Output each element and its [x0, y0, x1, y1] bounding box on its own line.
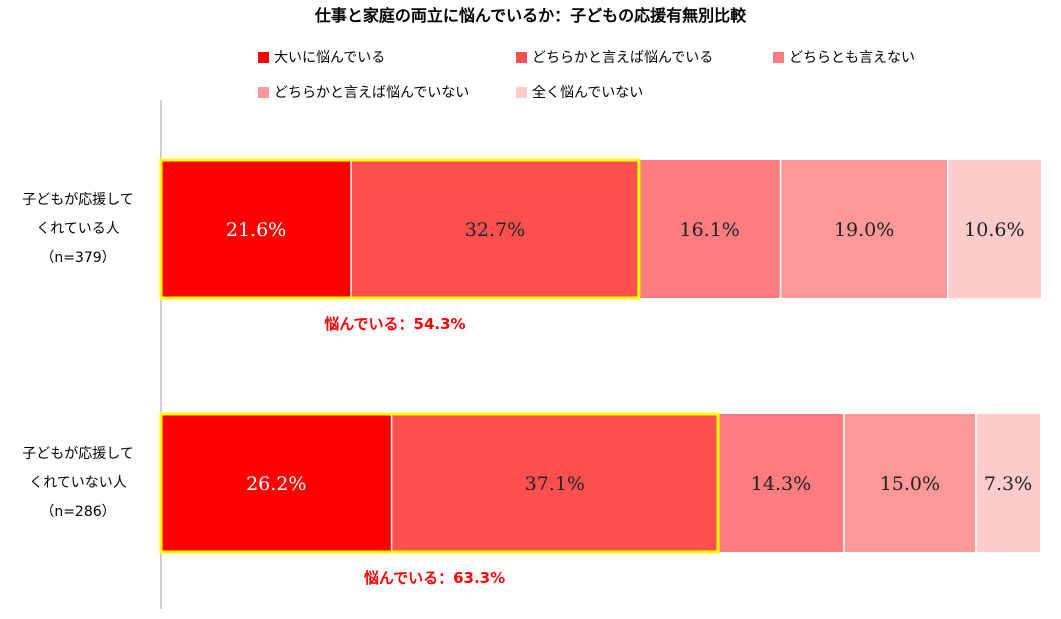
data-label: 14.3%: [751, 473, 811, 495]
data-label: 19.0%: [834, 219, 894, 241]
bar-segment: [161, 414, 392, 552]
bar-segment: [391, 414, 719, 552]
data-label: 37.1%: [525, 473, 585, 495]
legend-swatch: [516, 87, 527, 98]
legend-item: どちらかと言えば悩んでいない: [258, 82, 469, 102]
data-label: 10.6%: [964, 219, 1024, 241]
legend-item: 大いに悩んでいる: [258, 47, 385, 67]
highlight-box: [159, 158, 641, 300]
bar-segment: [718, 414, 844, 552]
category-label: 子どもが応援して: [22, 192, 134, 208]
category-label: （n=379）: [40, 250, 115, 266]
legend-swatch: [773, 52, 784, 63]
legend-item: 全く悩んでいない: [516, 82, 643, 102]
bar-segment: [947, 160, 1041, 298]
chart-title: 仕事と家庭の両立に悩んでいるか：子どもの応援有無別比較: [314, 6, 747, 25]
bar-segment: [351, 160, 639, 298]
legend-item: どちらとも言えない: [773, 47, 915, 67]
data-label: 7.3%: [984, 473, 1032, 495]
bar-segment: [638, 160, 781, 298]
legend-label: どちらかと言えば悩んでいない: [274, 85, 470, 101]
legend-label: どちらとも言えない: [789, 50, 915, 66]
category-label: （n=286）: [40, 504, 115, 520]
legend-label: どちらかと言えば悩んでいる: [532, 50, 714, 66]
legend-swatch: [258, 52, 269, 63]
category-label: くれている人: [36, 221, 120, 237]
bar-segment: [780, 160, 948, 298]
data-label: 26.2%: [246, 473, 306, 495]
data-label: 15.0%: [880, 473, 940, 495]
annotation-label: 悩んでいる：63.3%: [363, 569, 505, 587]
legend-label: 大いに悩んでいる: [274, 50, 386, 66]
legend-swatch: [516, 52, 527, 63]
data-label: 21.6%: [226, 219, 286, 241]
highlight-box: [159, 412, 720, 554]
bar-segment: [975, 414, 1041, 552]
category-label: 子どもが応援して: [22, 446, 134, 462]
bar-segment: [843, 414, 976, 552]
annotation-label: 悩んでいる：54.3%: [323, 315, 465, 333]
legend-swatch: [258, 87, 269, 98]
data-label: 16.1%: [680, 219, 740, 241]
data-label: 32.7%: [465, 219, 525, 241]
legend-label: 全く悩んでいない: [532, 85, 644, 101]
legend-item: どちらかと言えば悩んでいる: [516, 47, 713, 67]
bar-segment: [161, 160, 352, 298]
category-label: くれていない人: [29, 475, 127, 491]
